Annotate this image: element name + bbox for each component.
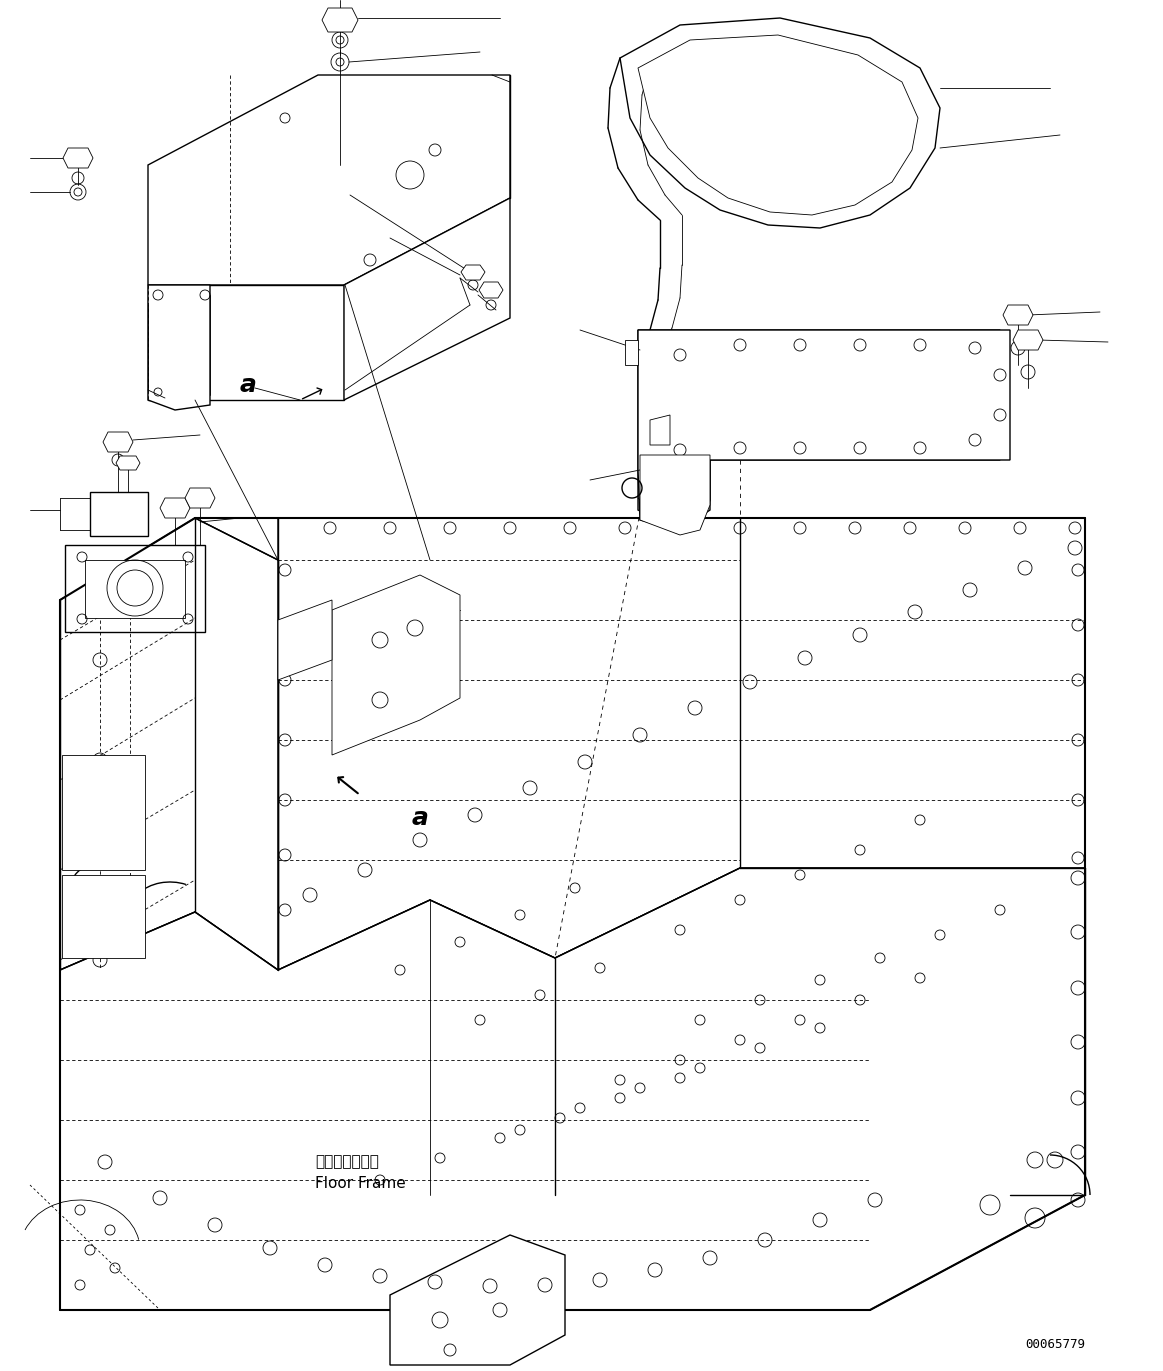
Polygon shape (148, 285, 344, 400)
Polygon shape (85, 559, 185, 618)
Polygon shape (65, 546, 205, 632)
Text: 00065779: 00065779 (1025, 1338, 1085, 1352)
Polygon shape (90, 492, 148, 536)
Polygon shape (1003, 304, 1033, 325)
Polygon shape (620, 18, 940, 228)
Polygon shape (638, 330, 1009, 531)
Polygon shape (638, 330, 1000, 531)
Polygon shape (60, 518, 278, 971)
Polygon shape (148, 75, 511, 285)
Polygon shape (62, 755, 145, 871)
Polygon shape (625, 340, 638, 365)
Text: Floor Frame: Floor Frame (315, 1175, 406, 1190)
Polygon shape (640, 455, 709, 535)
Text: a: a (412, 806, 428, 829)
Polygon shape (322, 8, 358, 32)
Polygon shape (390, 1235, 565, 1366)
Polygon shape (638, 36, 918, 215)
Polygon shape (62, 875, 145, 958)
Polygon shape (116, 457, 140, 470)
Polygon shape (60, 868, 1085, 1311)
Polygon shape (461, 265, 485, 280)
Polygon shape (278, 518, 1085, 971)
Polygon shape (344, 197, 511, 400)
Text: フロアフレーム: フロアフレーム (315, 1154, 379, 1169)
Polygon shape (148, 285, 211, 410)
Polygon shape (278, 600, 331, 680)
Polygon shape (331, 574, 461, 755)
Polygon shape (650, 415, 670, 446)
Polygon shape (479, 282, 504, 298)
Polygon shape (160, 498, 190, 518)
Polygon shape (185, 488, 215, 509)
Text: a: a (240, 373, 256, 398)
Polygon shape (63, 148, 93, 169)
Polygon shape (104, 432, 133, 452)
Polygon shape (1013, 330, 1043, 350)
